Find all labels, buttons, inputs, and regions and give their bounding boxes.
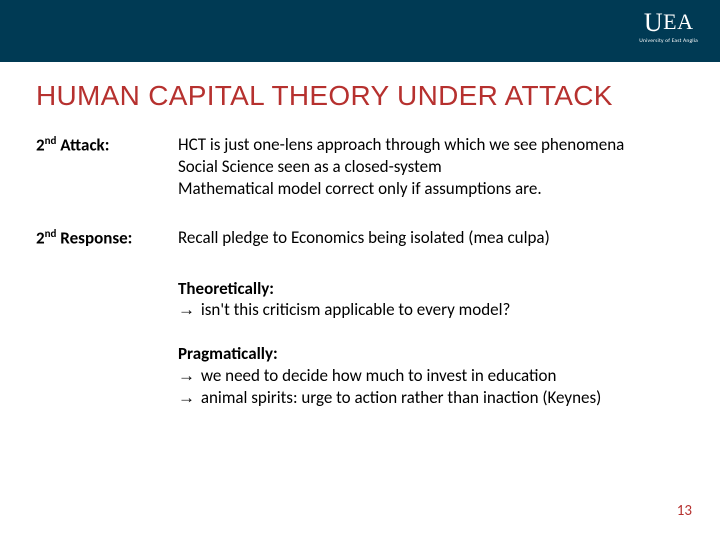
slide: UEA University of East Anglia HUMAN CAPI…: [0, 0, 720, 540]
uea-logo: UEA University of East Anglia: [639, 10, 698, 44]
theoretical-heading: Theoretically:: [178, 278, 696, 300]
pragmatic-heading: Pragmatically:: [178, 343, 696, 365]
content-area: 2nd Attack: HCT is just one-lens approac…: [36, 134, 696, 430]
pragmatic-line-1: we need to decide how much to invest in …: [178, 365, 696, 387]
response-text: Recall pledge to Economics being isolate…: [178, 227, 696, 249]
attack-line-3: Mathematical model correct only if assum…: [178, 178, 696, 200]
response-row: 2nd Response: Recall pledge to Economics…: [36, 227, 696, 249]
attack-line-1: HCT is just one-lens approach through wh…: [178, 134, 696, 156]
response-label: 2nd Response:: [36, 227, 178, 249]
theoretical-line-1: isn't this criticism applicable to every…: [178, 299, 696, 321]
page-number: 13: [677, 502, 692, 520]
header-bar: UEA University of East Anglia: [0, 0, 720, 62]
attack-text: HCT is just one-lens approach through wh…: [178, 134, 696, 199]
pragmatic-line-2: animal spirits: urge to action rather th…: [178, 387, 696, 409]
attack-row: 2nd Attack: HCT is just one-lens approac…: [36, 134, 696, 199]
logo-subtext: University of East Anglia: [639, 38, 698, 44]
logo-mark: UEA: [639, 10, 698, 36]
slide-title: HUMAN CAPITAL THEORY UNDER ATTACK: [36, 80, 613, 112]
attack-line-2: Social Science seen as a closed-system: [178, 156, 696, 178]
response-line-1: Recall pledge to Economics being isolate…: [178, 227, 696, 249]
pragmatic-block: Pragmatically: we need to decide how muc…: [178, 343, 696, 408]
attack-label: 2nd Attack:: [36, 134, 178, 199]
theoretical-block: Theoretically: isn't this criticism appl…: [178, 278, 696, 322]
